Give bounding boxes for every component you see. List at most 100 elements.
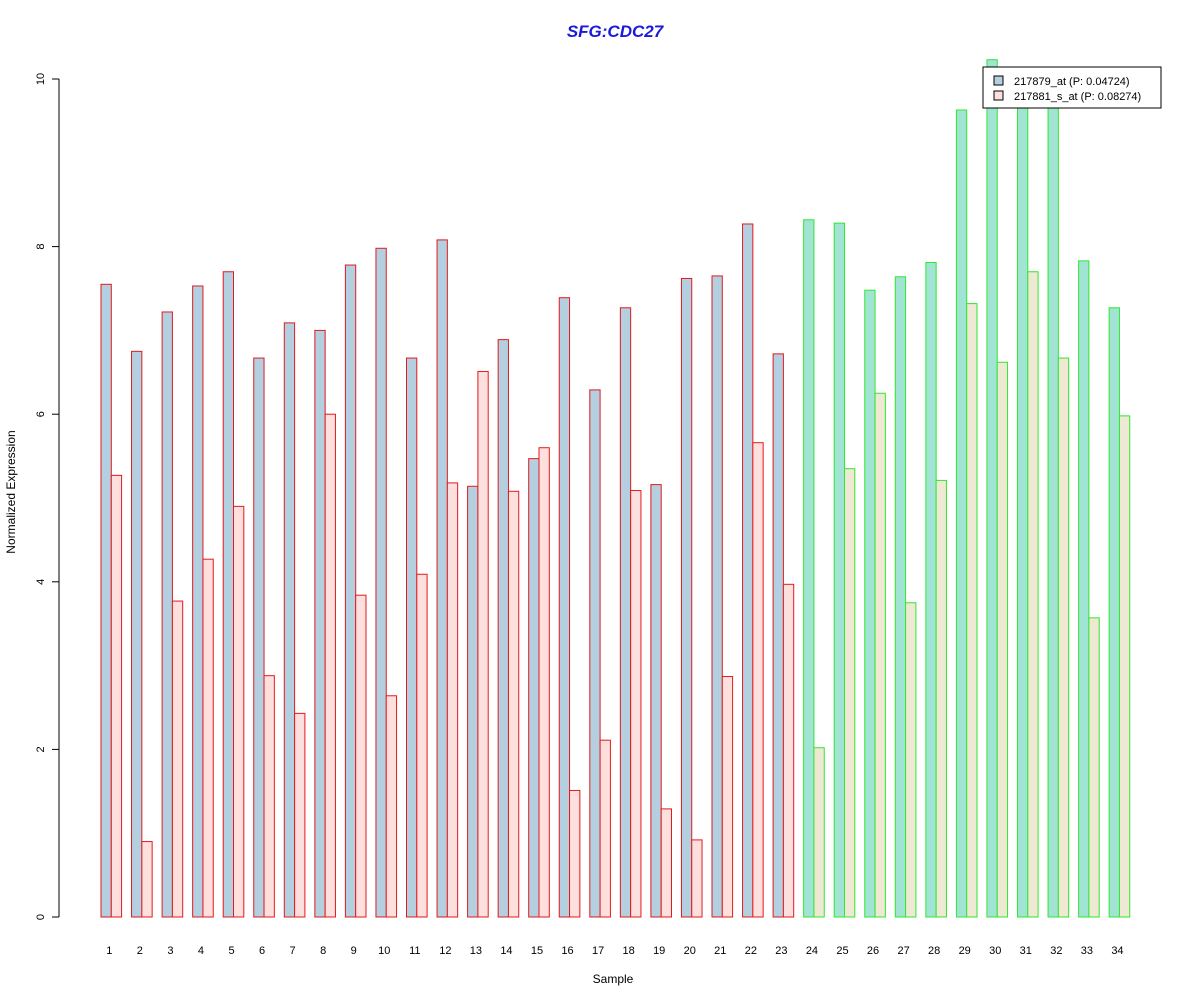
bar-series-1-sample-24 [803, 219, 815, 918]
x-tick-label: 11 [409, 945, 420, 957]
bar-series-2-sample-20 [691, 839, 703, 918]
bar-series-1-sample-15 [528, 458, 540, 918]
bar-series-1-sample-27 [894, 276, 907, 918]
x-axis-label: Sample [593, 972, 634, 986]
bar-series-1-sample-3 [161, 311, 173, 918]
bar-series-2-sample-9 [355, 594, 367, 918]
bar-series-1-sample-8 [314, 329, 326, 918]
bar-series-2-sample-3 [171, 600, 184, 918]
bar-series-2-sample-11 [416, 573, 428, 918]
x-tick-label: 19 [653, 945, 665, 957]
bar-series-1-sample-14 [497, 339, 509, 918]
bar-series-1-sample-22 [742, 223, 754, 918]
bar-series-1-sample-18 [619, 307, 632, 918]
bars [100, 59, 1131, 918]
bar-series-2-sample-29 [966, 303, 978, 918]
bar-series-2-sample-8 [324, 413, 336, 918]
bar-series-1-sample-21 [711, 275, 723, 918]
bar-series-2-sample-31 [1027, 271, 1039, 918]
x-tick-label: 29 [959, 945, 971, 957]
bar-series-1-sample-1 [100, 283, 112, 918]
x-tick-label: 23 [775, 945, 787, 957]
bar-series-2-sample-32 [1057, 357, 1070, 918]
bar-series-2-sample-14 [507, 490, 520, 918]
x-tick-label: 3 [167, 945, 173, 957]
x-tick-label: 2 [137, 945, 143, 957]
bar-series-2-sample-30 [996, 361, 1009, 918]
x-tick-label: 12 [439, 945, 451, 957]
bar-series-2-sample-24 [813, 747, 825, 918]
bar-series-1-sample-28 [925, 262, 937, 918]
y-tick-label: 2 [35, 746, 47, 752]
bar-series-2-sample-2 [141, 841, 153, 918]
legend-swatch-series-1 [993, 75, 1004, 86]
x-tick-label: 34 [1111, 945, 1123, 957]
bar-series-1-sample-4 [192, 285, 204, 918]
bar-series-1-sample-30 [986, 59, 998, 918]
bar-series-2-sample-19 [660, 808, 673, 918]
bar-series-2-sample-33 [1088, 617, 1100, 918]
x-tick-label: 24 [806, 945, 818, 957]
x-tick-label: 15 [531, 945, 543, 957]
y-axis: 0 2 4 6 8 10 [35, 73, 60, 920]
legend: 217879_at (P: 0.04724) 217881_s_at (P: 0… [982, 66, 1162, 109]
bar-series-1-sample-6 [253, 357, 265, 918]
y-tick-label: 0 [35, 914, 47, 920]
y-tick-label: 10 [35, 73, 47, 85]
x-tick-label: 18 [623, 945, 635, 957]
y-axis-label: Normalized Expression [4, 430, 18, 553]
x-tick-label: 33 [1081, 945, 1093, 957]
bar-series-1-sample-34 [1108, 307, 1120, 918]
bar-series-2-sample-1 [110, 474, 123, 918]
bar-series-1-sample-7 [283, 322, 296, 918]
x-tick-label: 26 [867, 945, 879, 957]
bar-series-2-sample-16 [569, 789, 581, 918]
bar-series-2-sample-25 [844, 468, 856, 918]
bar-series-2-sample-12 [446, 482, 459, 918]
bar-series-1-sample-23 [772, 353, 784, 918]
legend-box [982, 66, 1162, 109]
x-tick-label: 20 [684, 945, 696, 957]
bar-series-2-sample-18 [630, 489, 642, 918]
bar-series-1-sample-5 [222, 271, 234, 918]
bar-series-1-sample-31 [1017, 91, 1029, 918]
bar-series-2-sample-15 [538, 447, 550, 918]
bar-series-1-sample-16 [558, 297, 571, 918]
y-tick-label: 6 [35, 411, 47, 417]
bar-series-1-sample-12 [436, 239, 448, 918]
x-tick-label: 6 [259, 945, 265, 957]
bar-series-2-sample-23 [782, 583, 795, 918]
bar-series-1-sample-19 [650, 484, 662, 918]
bar-series-2-sample-28 [935, 479, 947, 918]
bar-series-2-sample-7 [294, 712, 306, 918]
x-tick-label: 31 [1020, 945, 1032, 957]
bar-series-1-sample-25 [833, 222, 846, 918]
x-tick-label: 1 [106, 945, 112, 957]
x-tick-label: 25 [836, 945, 848, 957]
bar-series-1-sample-11 [406, 357, 418, 918]
x-tick-label: 22 [745, 945, 757, 957]
bar-series-1-sample-26 [864, 289, 876, 918]
x-tick-label: 4 [198, 945, 204, 957]
bar-series-1-sample-13 [467, 485, 479, 918]
x-tick-label: 30 [989, 945, 1001, 957]
y-tick-label: 4 [35, 579, 47, 585]
bar-series-1-sample-17 [589, 389, 601, 918]
bar-series-2-sample-26 [874, 392, 886, 918]
x-tick-labels: 1 2 3 4 5 6 7 8 9 10 11 12 13 14 15 16 17 18 19 20 21 22 23 24 2… [106, 945, 1123, 957]
y-tick-label: 8 [35, 244, 47, 250]
legend-swatch-series-2 [993, 90, 1004, 101]
bar-series-2-sample-22 [752, 442, 764, 918]
bar-series-1-sample-10 [375, 247, 387, 918]
x-tick-label: 14 [500, 945, 512, 957]
bar-series-2-sample-13 [477, 370, 489, 918]
bar-series-1-sample-32 [1047, 101, 1059, 918]
x-tick-label: 17 [592, 945, 604, 957]
x-tick-label: 10 [378, 945, 390, 957]
bar-series-1-sample-33 [1078, 260, 1090, 918]
x-tick-label: 9 [351, 945, 357, 957]
legend-label-series-2: 217881_s_at (P: 0.08274) [1014, 91, 1141, 103]
x-tick-label: 27 [897, 945, 909, 957]
bar-series-2-sample-4 [202, 558, 214, 918]
